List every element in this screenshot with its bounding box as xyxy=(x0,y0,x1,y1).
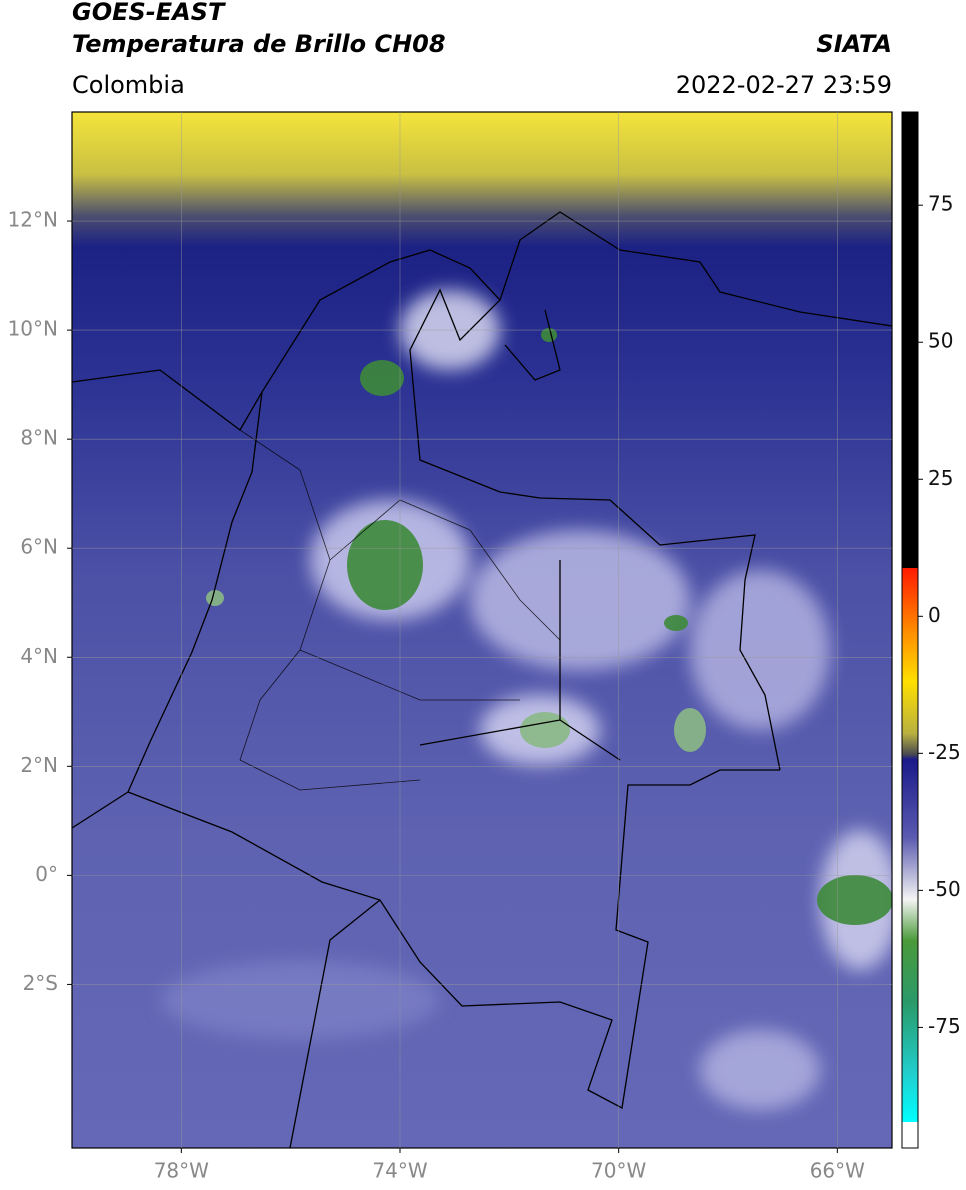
x-tick-label: 74°W xyxy=(372,1159,427,1183)
y-tick-label: 8°N xyxy=(20,426,58,450)
y-tick-label: 2°N xyxy=(20,753,58,777)
colorbar-tick-label: 50 xyxy=(928,329,953,353)
region: Colombia xyxy=(72,71,185,99)
datetime: 2022-02-27 23:59 xyxy=(676,71,892,99)
x-tick-label: 78°W xyxy=(154,1159,209,1183)
y-tick-label: 2°S xyxy=(23,971,58,995)
source: SIATA xyxy=(816,30,892,58)
x-tick-label: 70°W xyxy=(591,1159,646,1183)
x-tick-label: 66°W xyxy=(810,1159,865,1183)
colorbar-tick-label: 75 xyxy=(928,192,953,216)
y-tick-label: 12°N xyxy=(8,208,58,232)
subtitle: Temperatura de Brillo CH08 xyxy=(72,30,446,58)
title: GOES-EAST xyxy=(72,0,226,26)
satellite-image xyxy=(72,112,892,1148)
y-tick-label: 4°N xyxy=(20,644,58,668)
map-frame xyxy=(71,111,893,1149)
y-tick-label: 10°N xyxy=(8,317,58,341)
y-tick-label: 0° xyxy=(35,862,58,886)
colorbar-tick-label: -75 xyxy=(928,1014,961,1038)
colorbar-tick-label: 0 xyxy=(928,603,941,627)
colorbar xyxy=(901,111,919,1149)
colorbar-tick-label: 25 xyxy=(928,466,953,490)
colorbar-tick-label: -25 xyxy=(928,740,961,764)
y-tick-label: 6°N xyxy=(20,535,58,559)
colorbar-tick-label: -50 xyxy=(928,877,961,901)
